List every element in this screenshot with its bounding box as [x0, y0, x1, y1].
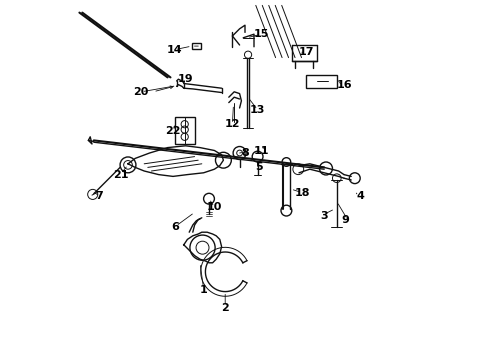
Text: 4: 4 — [356, 191, 364, 201]
Text: 5: 5 — [256, 162, 263, 172]
Text: 2: 2 — [221, 303, 229, 313]
Text: 12: 12 — [224, 119, 240, 129]
Text: 13: 13 — [250, 105, 265, 115]
Text: 22: 22 — [165, 126, 181, 136]
Text: 21: 21 — [113, 170, 128, 180]
Text: 16: 16 — [336, 80, 352, 90]
Text: 9: 9 — [342, 215, 350, 225]
Text: 8: 8 — [241, 148, 249, 158]
Text: 15: 15 — [253, 29, 269, 39]
Text: 1: 1 — [200, 285, 207, 295]
Text: 20: 20 — [133, 87, 148, 97]
Text: 14: 14 — [167, 45, 183, 55]
Text: 10: 10 — [207, 202, 222, 212]
Text: 3: 3 — [320, 211, 328, 221]
Text: 7: 7 — [96, 191, 103, 201]
Text: 19: 19 — [178, 74, 194, 84]
Text: 6: 6 — [171, 222, 179, 232]
Text: 17: 17 — [298, 47, 314, 57]
Text: 11: 11 — [253, 146, 269, 156]
Text: 18: 18 — [295, 188, 310, 198]
FancyBboxPatch shape — [175, 117, 195, 144]
